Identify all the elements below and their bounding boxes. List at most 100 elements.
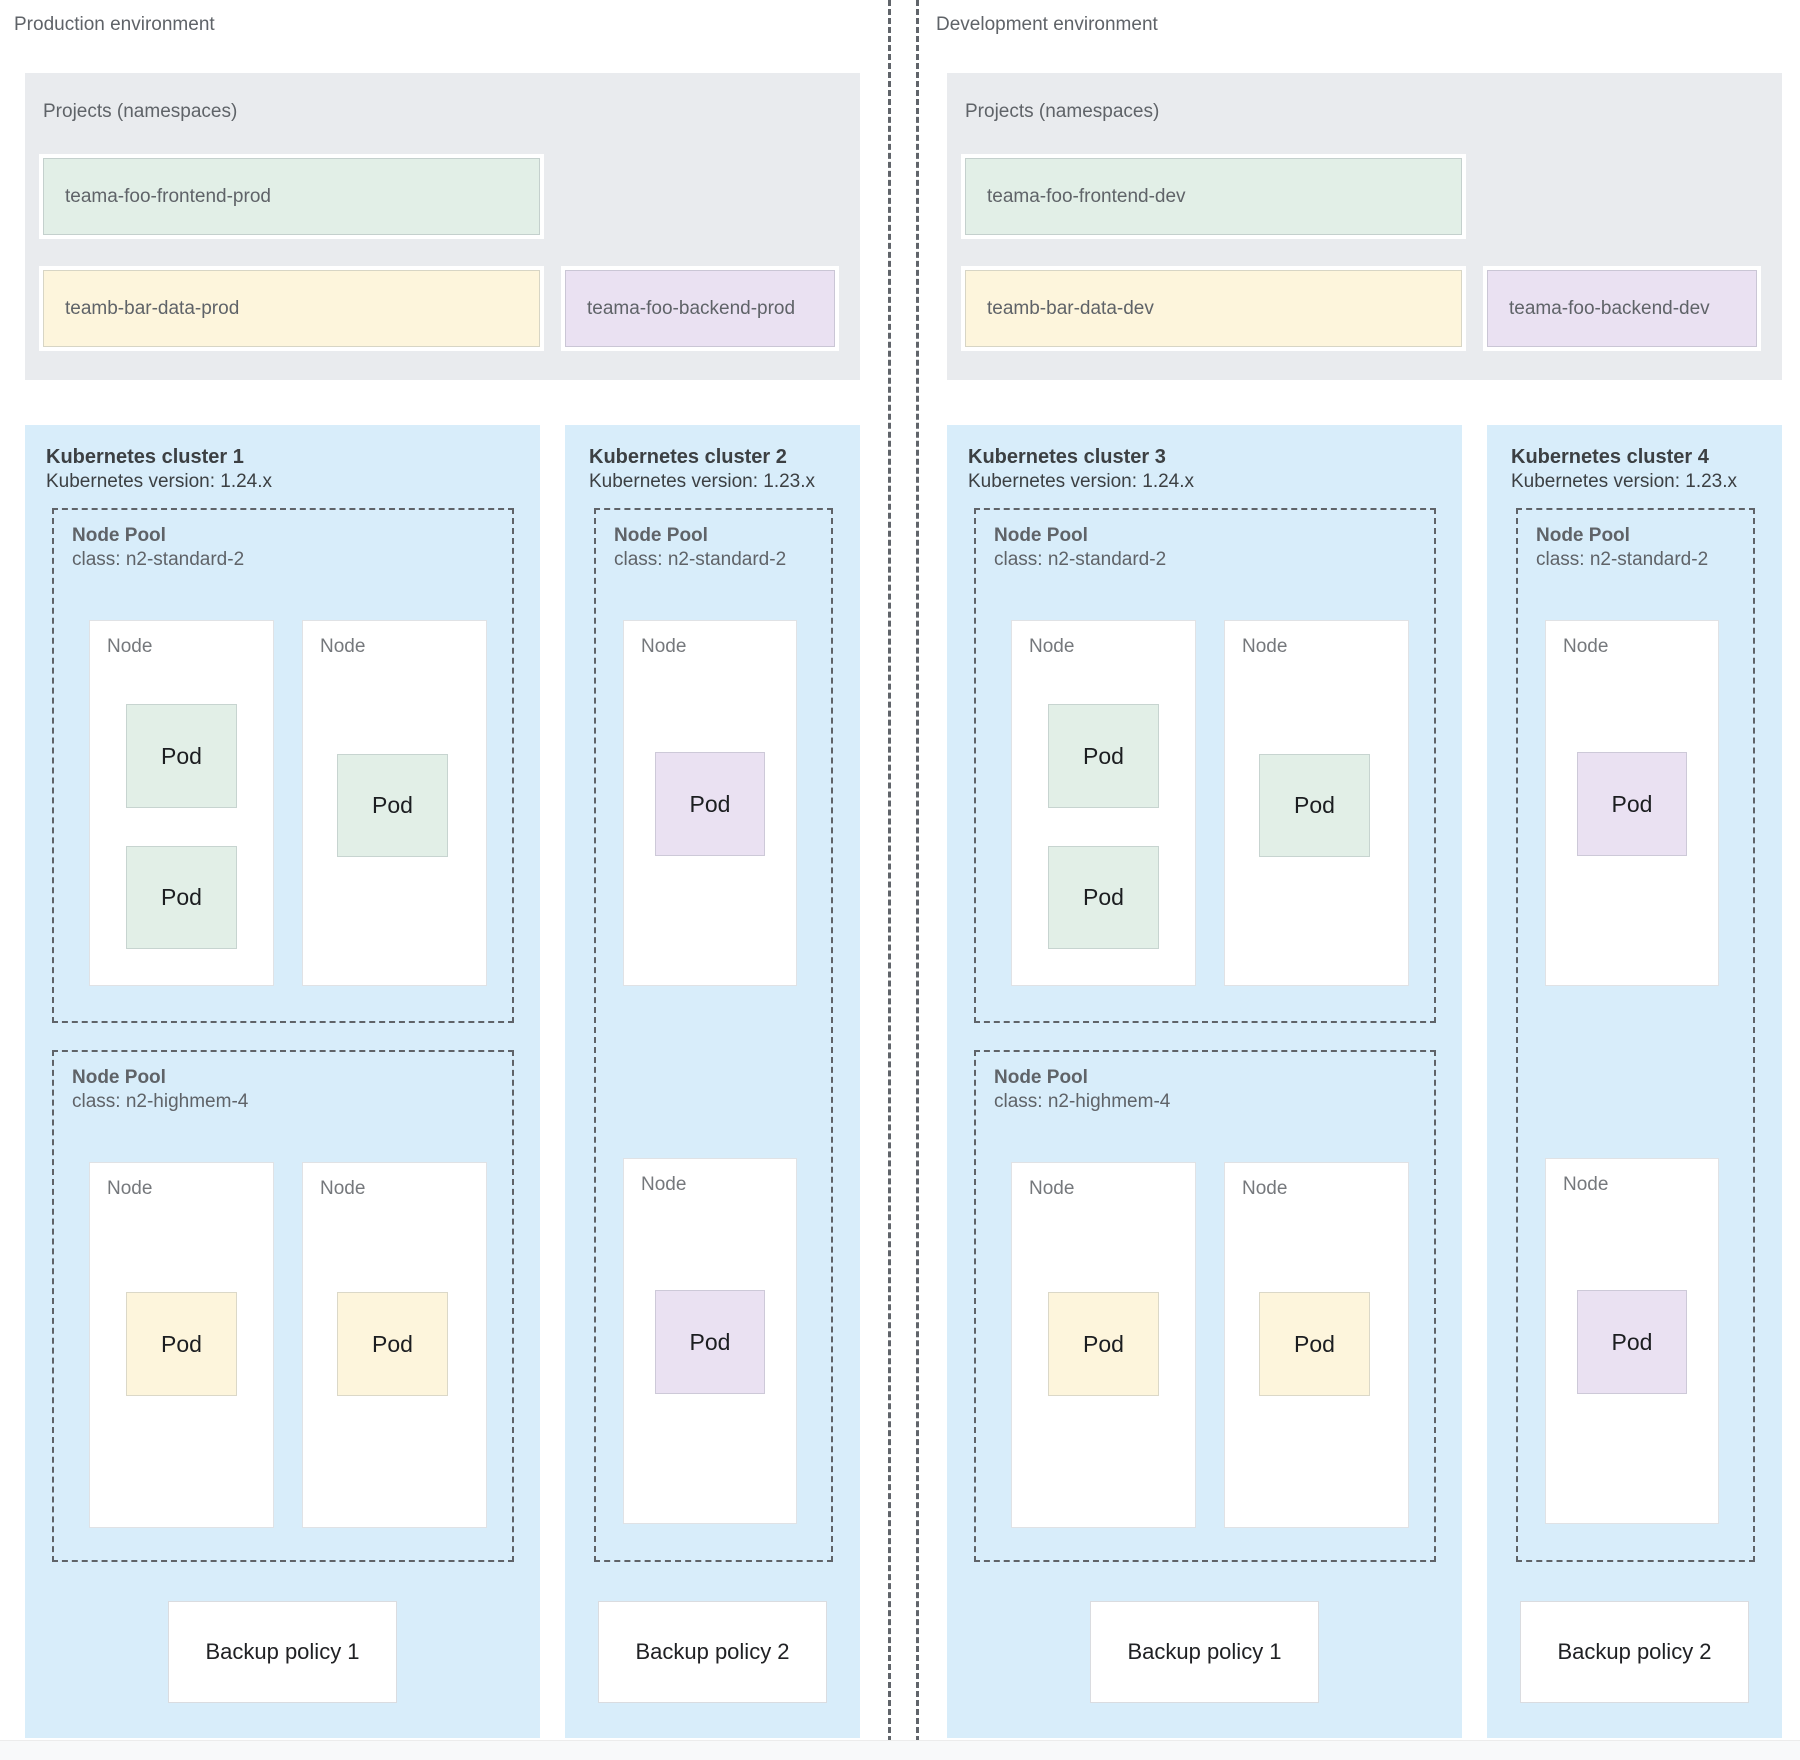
projects-namespaces-panel: Projects (namespaces) teama-foo-frontend… (947, 73, 1782, 380)
node: Node Pod (89, 1162, 274, 1528)
cluster-header: Kubernetes cluster 4 Kubernetes version:… (1511, 445, 1737, 494)
node-pool: Node Pool class: n2-standard-2 Node Pod … (974, 508, 1436, 1023)
backup-policy: Backup policy 2 (598, 1601, 827, 1703)
pod: Pod (126, 1292, 237, 1396)
node-pool-title: Node Pool (994, 525, 1088, 546)
project-namespace: teama-foo-frontend-dev (965, 158, 1462, 235)
node-pool-class: class: n2-standard-2 (1536, 549, 1709, 570)
pod: Pod (1048, 1292, 1159, 1396)
cluster-version: Kubernetes version: 1.23.x (1511, 471, 1738, 492)
node-label: Node (641, 1174, 687, 1195)
node-label: Node (641, 636, 687, 657)
development-environment-section: Development environment Projects (namesp… (922, 0, 1800, 1760)
node: Node Pod (1011, 1162, 1196, 1528)
pod: Pod (337, 754, 448, 857)
pod: Pod (1577, 1290, 1687, 1394)
production-environment-section: Production environment Projects (namespa… (0, 0, 890, 1760)
projects-panel-title: Projects (namespaces) (43, 101, 238, 122)
node: Node Pod (623, 620, 797, 986)
node-pool: Node Pool class: n2-highmem-4 Node Pod N… (52, 1050, 514, 1562)
node-label: Node (1242, 1178, 1288, 1199)
cluster-version: Kubernetes version: 1.24.x (46, 471, 273, 492)
node-label: Node (107, 1178, 153, 1199)
cluster-header: Kubernetes cluster 1 Kubernetes version:… (46, 445, 272, 494)
node: Node Pod (1545, 620, 1719, 986)
pod: Pod (1259, 1292, 1370, 1396)
kubernetes-cluster: Kubernetes cluster 2 Kubernetes version:… (565, 425, 860, 1738)
node-pool-class: class: n2-standard-2 (72, 549, 245, 570)
environment-divider-line (916, 0, 919, 1760)
pod: Pod (1048, 704, 1159, 808)
pod: Pod (1577, 752, 1687, 856)
node: Node Pod (302, 1162, 487, 1528)
node: Node Pod (302, 620, 487, 986)
node-pool-class: class: n2-highmem-4 (72, 1091, 249, 1112)
pod: Pod (655, 752, 765, 856)
project-namespace: teama-foo-backend-prod (565, 270, 835, 347)
node-pool-header: Node Pool class: n2-standard-2 (72, 524, 244, 572)
node-pool-title: Node Pool (994, 1067, 1088, 1088)
node-label: Node (1563, 1174, 1609, 1195)
node-pool-header: Node Pool class: n2-standard-2 (1536, 524, 1708, 572)
node: Node Pod Pod (1011, 620, 1196, 986)
node-pool-title: Node Pool (614, 525, 708, 546)
node-pool-header: Node Pool class: n2-standard-2 (994, 524, 1166, 572)
cluster-header: Kubernetes cluster 3 Kubernetes version:… (968, 445, 1194, 494)
node-pool: Node Pool class: n2-standard-2 Node Pod … (52, 508, 514, 1023)
node: Node Pod Pod (89, 620, 274, 986)
cluster-version: Kubernetes version: 1.23.x (589, 471, 816, 492)
node-label: Node (320, 1178, 366, 1199)
node-pool: Node Pool class: n2-standard-2 Node Pod … (594, 508, 833, 1562)
pod: Pod (655, 1290, 765, 1394)
pod: Pod (126, 846, 237, 949)
node-label: Node (107, 636, 153, 657)
node-pool-title: Node Pool (72, 1067, 166, 1088)
node-pool-header: Node Pool class: n2-highmem-4 (72, 1066, 248, 1114)
cluster-title: Kubernetes cluster 2 (589, 446, 787, 468)
pod: Pod (337, 1292, 448, 1396)
pod: Pod (1259, 754, 1370, 857)
node-pool-title: Node Pool (72, 525, 166, 546)
backup-policy: Backup policy 2 (1520, 1601, 1749, 1703)
page-bottom-strip (0, 1740, 1800, 1760)
node: Node Pod (1224, 620, 1409, 986)
project-namespace: teamb-bar-data-dev (965, 270, 1462, 347)
node: Node Pod (1545, 1158, 1719, 1524)
node-pool: Node Pool class: n2-highmem-4 Node Pod N… (974, 1050, 1436, 1562)
node-label: Node (1242, 636, 1288, 657)
cluster-title: Kubernetes cluster 3 (968, 446, 1166, 468)
node-pool-class: class: n2-standard-2 (614, 549, 787, 570)
node-pool-header: Node Pool class: n2-standard-2 (614, 524, 786, 572)
development-environment-label: Development environment (936, 14, 1158, 35)
pod: Pod (1048, 846, 1159, 949)
cluster-header: Kubernetes cluster 2 Kubernetes version:… (589, 445, 815, 494)
production-environment-label: Production environment (14, 14, 215, 35)
project-namespace: teama-foo-frontend-prod (43, 158, 540, 235)
node: Node Pod (1224, 1162, 1409, 1528)
backup-policy: Backup policy 1 (1090, 1601, 1319, 1703)
node-pool: Node Pool class: n2-standard-2 Node Pod … (1516, 508, 1755, 1562)
node-pool-class: class: n2-highmem-4 (994, 1091, 1171, 1112)
pod: Pod (126, 704, 237, 808)
environment-divider-line (888, 0, 891, 1760)
node-pool-header: Node Pool class: n2-highmem-4 (994, 1066, 1170, 1114)
node-label: Node (1029, 1178, 1075, 1199)
node-label: Node (320, 636, 366, 657)
node-label: Node (1029, 636, 1075, 657)
kubernetes-cluster: Kubernetes cluster 4 Kubernetes version:… (1487, 425, 1782, 1738)
node-pool-class: class: n2-standard-2 (994, 549, 1167, 570)
projects-panel-title: Projects (namespaces) (965, 101, 1160, 122)
node-label: Node (1563, 636, 1609, 657)
node: Node Pod (623, 1158, 797, 1524)
project-namespace: teama-foo-backend-dev (1487, 270, 1757, 347)
project-namespace: teamb-bar-data-prod (43, 270, 540, 347)
node-pool-title: Node Pool (1536, 525, 1630, 546)
cluster-title: Kubernetes cluster 4 (1511, 446, 1709, 468)
kubernetes-cluster: Kubernetes cluster 3 Kubernetes version:… (947, 425, 1462, 1738)
cluster-title: Kubernetes cluster 1 (46, 446, 244, 468)
kubernetes-cluster: Kubernetes cluster 1 Kubernetes version:… (25, 425, 540, 1738)
backup-policy: Backup policy 1 (168, 1601, 397, 1703)
projects-namespaces-panel: Projects (namespaces) teama-foo-frontend… (25, 73, 860, 380)
cluster-version: Kubernetes version: 1.24.x (968, 471, 1195, 492)
